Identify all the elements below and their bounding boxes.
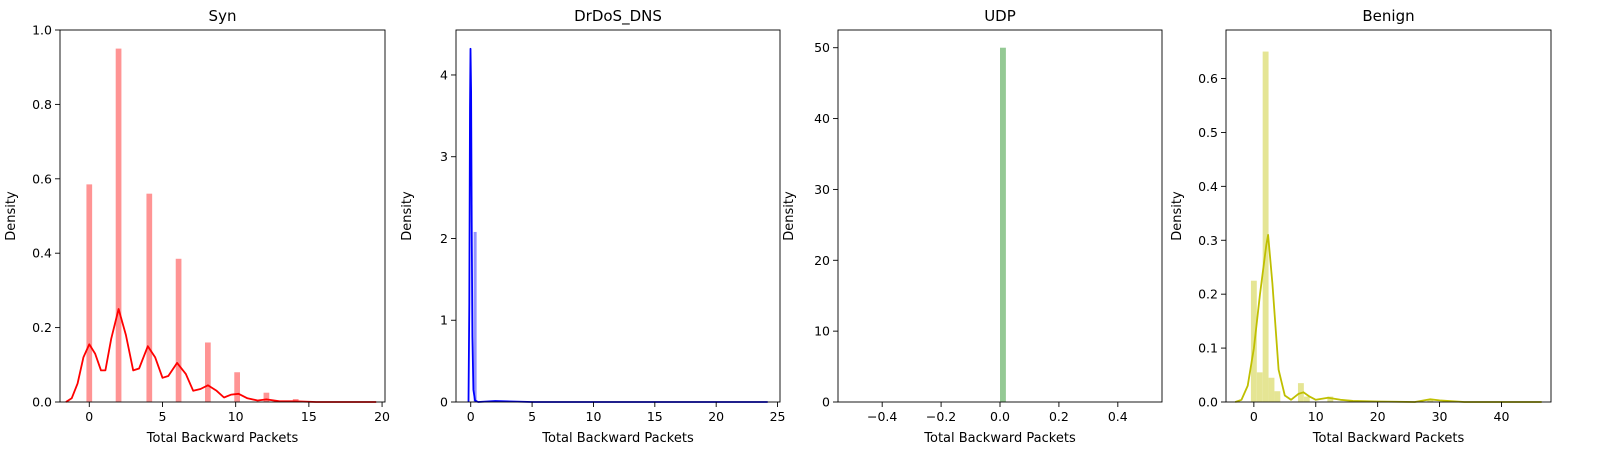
y-tick-label: 0.4 bbox=[32, 246, 52, 261]
y-tick-label: 30 bbox=[814, 182, 830, 197]
y-tick-label: 0.5 bbox=[1198, 125, 1218, 140]
kde-line bbox=[65, 308, 377, 403]
y-tick-label: 0.6 bbox=[32, 171, 52, 186]
kde-line bbox=[467, 47, 768, 403]
y-tick-label: 0.2 bbox=[32, 320, 52, 335]
x-tick-label: −0.2 bbox=[926, 409, 956, 424]
y-tick-label: 0.1 bbox=[1198, 341, 1218, 356]
y-tick-label: 0.4 bbox=[1198, 179, 1218, 194]
histogram-bar bbox=[175, 258, 182, 402]
x-tick-label: 20 bbox=[1370, 409, 1386, 424]
x-tick-label: 0.4 bbox=[1108, 409, 1128, 424]
x-tick-label: 25 bbox=[770, 409, 786, 424]
histogram-bar bbox=[1327, 396, 1334, 402]
x-tick-label: 0.0 bbox=[990, 409, 1010, 424]
histogram-bar bbox=[1268, 377, 1275, 402]
y-axis-label: Density bbox=[400, 191, 415, 241]
chart-title: DrDoS_DNS bbox=[574, 7, 662, 26]
x-tick-label: 30 bbox=[1432, 409, 1448, 424]
histogram-bar bbox=[1274, 391, 1281, 402]
histogram-bar bbox=[234, 372, 240, 402]
histogram-bar bbox=[1000, 47, 1006, 402]
y-tick-label: 0.3 bbox=[1198, 233, 1218, 248]
kde-line bbox=[1234, 234, 1542, 403]
x-tick-label: 0 bbox=[467, 409, 475, 424]
histogram-bar bbox=[473, 231, 477, 402]
y-tick-label: 1.0 bbox=[32, 23, 52, 38]
x-tick-label: 20 bbox=[374, 409, 390, 424]
x-tick-label: 15 bbox=[301, 409, 317, 424]
histogram-bar bbox=[146, 193, 153, 402]
chart-title: Syn bbox=[209, 7, 237, 25]
x-tick-label: 5 bbox=[159, 409, 167, 424]
y-axis-label: Density bbox=[1170, 191, 1185, 241]
x-axis-label: Total Backward Packets bbox=[541, 431, 694, 446]
histogram-bar bbox=[1427, 399, 1434, 402]
histogram-bar bbox=[1256, 372, 1263, 402]
axes-frame bbox=[455, 29, 781, 403]
x-tick-label: 20 bbox=[708, 409, 724, 424]
y-tick-label: 50 bbox=[814, 40, 830, 55]
x-axis-label: Total Backward Packets bbox=[1312, 431, 1465, 446]
x-tick-label: 0.2 bbox=[1049, 409, 1069, 424]
x-tick-label: 10 bbox=[586, 409, 602, 424]
x-tick-label: 40 bbox=[1494, 409, 1510, 424]
x-tick-label: 0 bbox=[85, 409, 93, 424]
y-tick-label: 0.2 bbox=[1198, 287, 1218, 302]
x-tick-label: 10 bbox=[1308, 409, 1324, 424]
histogram-bar bbox=[263, 392, 270, 402]
x-axis-label: Total Backward Packets bbox=[146, 431, 299, 446]
histogram-bar bbox=[86, 184, 93, 402]
y-axis-label: Density bbox=[782, 191, 797, 241]
axes-frame bbox=[59, 29, 386, 403]
histogram-bar bbox=[1303, 396, 1310, 402]
chart-panel-3: −0.4 −0.2 0.0 0.2 0.4 0 10 20 30 40 50 UDP Total Bac… bbox=[782, 7, 1163, 446]
y-tick-label: 0.8 bbox=[32, 97, 52, 112]
chart-panel-1: 0 5 10 15 20 0.0 0.2 0.4 0.6 0.8 1.0 Syn Total Backw… bbox=[4, 7, 390, 446]
y-axis-label: Density bbox=[4, 191, 19, 241]
chart-panel-2: 0 5 10 15 20 25 0 1 2 3 4 DrDoS_DNS Total Backward P… bbox=[400, 7, 785, 446]
chart-panel-4: 0 10 20 30 40 0.0 0.1 0.2 0.3 0.4 0.5 0.6 Benign Tota… bbox=[1170, 7, 1552, 446]
y-tick-label: 1 bbox=[440, 313, 448, 328]
x-tick-label: 10 bbox=[228, 409, 244, 424]
histogram-bar bbox=[205, 342, 211, 402]
chart-title: Benign bbox=[1362, 7, 1414, 25]
x-tick-label: −0.4 bbox=[867, 409, 897, 424]
x-tick-label: 15 bbox=[647, 409, 663, 424]
y-tick-label: 4 bbox=[440, 67, 448, 82]
histogram-bar bbox=[115, 48, 122, 402]
y-tick-label: 0.0 bbox=[32, 395, 52, 410]
y-tick-label: 40 bbox=[814, 111, 830, 126]
histogram-bar bbox=[1262, 51, 1269, 402]
y-tick-label: 0 bbox=[822, 395, 830, 410]
chart-title: UDP bbox=[984, 7, 1016, 25]
y-tick-label: 10 bbox=[814, 324, 830, 339]
y-tick-label: 3 bbox=[440, 149, 448, 164]
y-tick-label: 0 bbox=[440, 395, 448, 410]
x-tick-label: 0 bbox=[1250, 409, 1258, 424]
x-tick-label: 5 bbox=[528, 409, 536, 424]
y-tick-label: 2 bbox=[440, 231, 448, 246]
axes-frame bbox=[1225, 29, 1552, 403]
x-axis-label: Total Backward Packets bbox=[923, 431, 1076, 446]
y-tick-label: 0.0 bbox=[1198, 395, 1218, 410]
y-tick-label: 20 bbox=[814, 253, 830, 268]
y-tick-label: 0.6 bbox=[1198, 71, 1218, 86]
